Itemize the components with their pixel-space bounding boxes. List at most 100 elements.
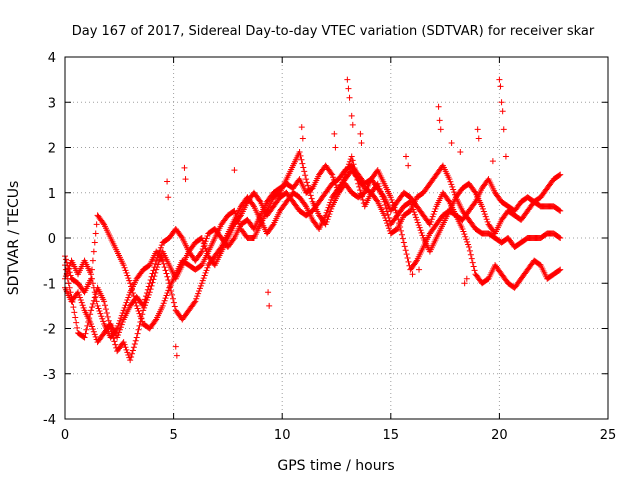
data-point [123,269,130,276]
data-point [170,299,177,306]
data-point [152,317,159,324]
data-point [330,174,337,181]
data-point [136,310,143,317]
data-point [88,275,95,282]
data-point [139,318,146,325]
data-point [403,153,410,160]
y-tick-label: 1 [48,187,56,202]
data-point [435,103,442,110]
data-point [474,126,481,133]
data-point [126,277,133,284]
data-point [119,319,126,326]
data-point [192,298,199,305]
data-point [401,243,408,250]
data-point [466,247,473,254]
data-point [448,181,455,188]
data-point [88,304,95,311]
data-point [307,192,314,199]
data-point [102,306,109,313]
data-point [409,271,416,278]
data-point [463,275,470,282]
data-point [384,220,391,227]
data-point [134,330,141,337]
data-point [164,289,171,296]
data-point [141,299,148,306]
data-point [419,232,426,239]
data-point [136,322,143,329]
data-point [385,225,392,232]
data-point [122,302,129,309]
data-point [167,284,174,291]
data-point [449,183,456,190]
data-point [91,289,98,296]
data-point [426,221,433,228]
data-point [325,213,332,220]
data-point [165,287,172,294]
y-tick-label: 4 [48,51,56,66]
data-point [344,166,351,173]
data-point [400,239,407,246]
data-point [482,213,489,220]
data-point [556,267,563,274]
data-point [144,286,151,293]
data-point [302,202,309,209]
data-point [329,171,336,178]
data-point [169,291,176,298]
data-point [132,337,139,344]
data-point [328,170,335,177]
data-point [404,255,411,262]
data-point [128,353,135,360]
x-tick-label: 0 [61,428,69,443]
data-point [325,204,332,211]
data-point [126,291,133,298]
data-point [67,289,74,296]
data-point [465,241,472,248]
y-tick-label: -3 [43,368,56,383]
data-point [93,221,100,228]
data-point [195,290,202,297]
data-point [119,309,126,316]
data-point [169,295,176,302]
data-point [457,149,464,156]
data-point [156,258,163,265]
data-point [193,295,200,302]
data-point [172,343,179,350]
data-point [152,260,159,267]
data-point [90,297,97,304]
data-point [111,338,118,345]
data-point [331,179,338,186]
data-point [121,264,128,271]
data-point [65,280,72,287]
data-point [156,249,163,256]
data-point [88,320,95,327]
data-point [346,94,353,101]
y-tick-label: 3 [48,96,56,111]
data-point [76,294,83,301]
data-point [88,323,95,330]
data-point [460,228,467,235]
data-point [151,264,158,271]
y-tick-label: -4 [43,413,56,428]
data-point [387,194,394,201]
data-point [149,270,156,277]
data-point [412,258,419,265]
data-point [90,248,97,255]
data-point [135,308,142,315]
data-point [80,333,87,340]
data-point [90,328,97,335]
data-point [120,339,127,346]
data-point [299,160,306,167]
data-point [199,277,206,284]
data-point [154,255,161,262]
data-point [502,153,509,160]
data-point [348,153,355,160]
data-point [158,256,165,263]
data-point [178,233,185,240]
data-point [127,280,134,287]
data-point [89,326,96,333]
data-point [138,315,145,322]
data-point [500,126,507,133]
data-point [497,83,504,90]
data-point [89,300,96,307]
data-point [72,314,79,321]
